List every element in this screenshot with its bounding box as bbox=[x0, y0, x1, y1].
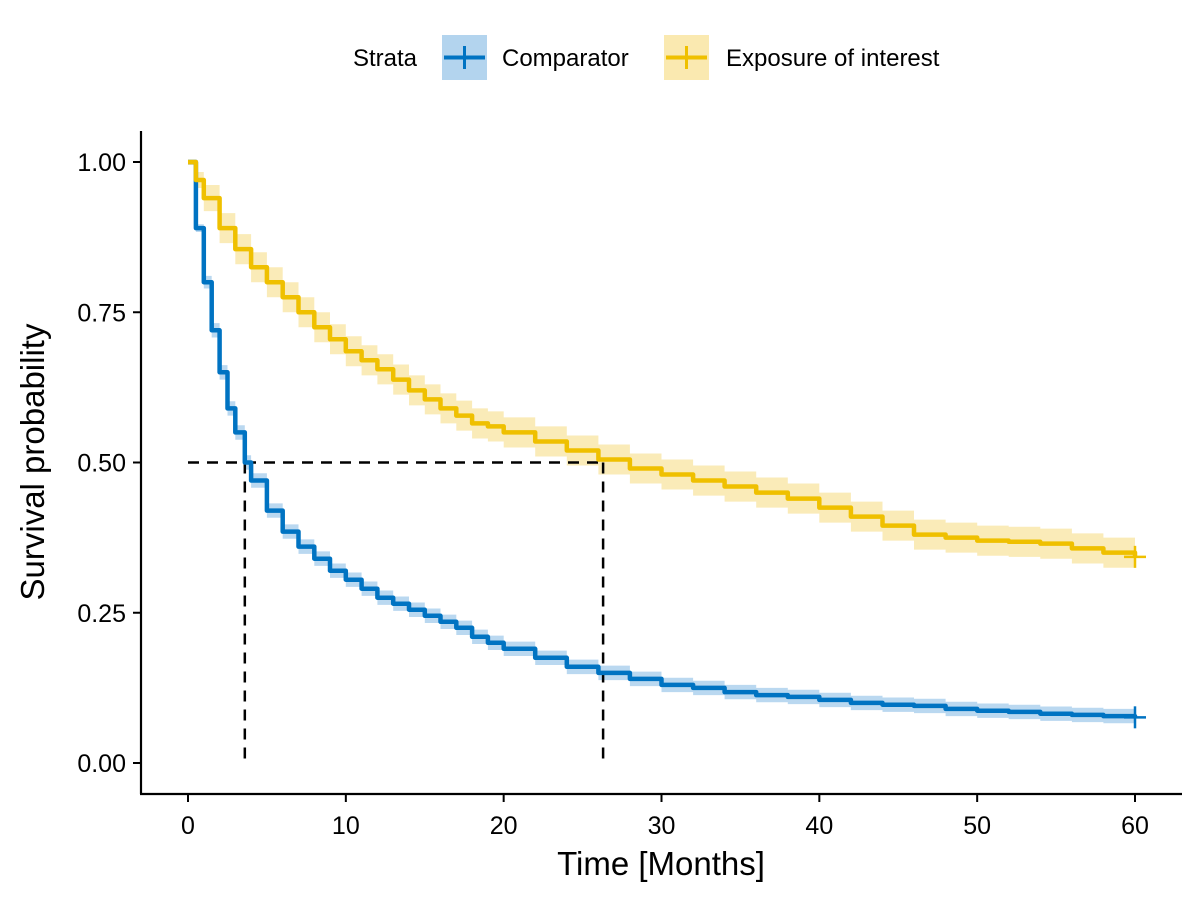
survival-line-comparator bbox=[188, 159, 1138, 719]
legend-label-comparator: Comparator bbox=[502, 45, 629, 72]
ci-band-comparator bbox=[188, 162, 1135, 725]
x-axis-title: Time [Months] bbox=[557, 845, 765, 882]
legend-title: Strata bbox=[353, 45, 418, 72]
plot-area bbox=[188, 159, 1146, 763]
x-tick-label: 40 bbox=[805, 812, 833, 840]
x-tick-label: 50 bbox=[963, 812, 991, 840]
x-tick-label: 0 bbox=[181, 812, 195, 840]
x-axis-ticks: 0 10 20 30 40 50 60 bbox=[181, 794, 1149, 840]
censor-mark-comparator bbox=[1124, 706, 1146, 729]
y-tick-label: 1.00 bbox=[77, 149, 126, 177]
survival-line-exposure bbox=[188, 159, 1138, 557]
censor-mark-exposure bbox=[1124, 545, 1146, 568]
x-tick-label: 10 bbox=[332, 812, 360, 840]
y-tick-label: 0.25 bbox=[77, 600, 126, 628]
x-tick-label: 30 bbox=[648, 812, 676, 840]
legend-entry-exposure: Exposure of interest bbox=[664, 35, 940, 80]
legend: Strata Comparator Exposure of interest bbox=[353, 35, 940, 80]
median-reference-lines bbox=[188, 461, 605, 763]
x-tick-label: 60 bbox=[1121, 812, 1149, 840]
legend-entry-comparator: Comparator bbox=[442, 35, 629, 80]
x-tick-label: 20 bbox=[490, 812, 518, 840]
y-axis-title: Survival probability bbox=[14, 323, 51, 600]
legend-label-exposure: Exposure of interest bbox=[726, 45, 940, 72]
y-tick-label: 0.75 bbox=[77, 299, 126, 327]
ci-band-exposure bbox=[188, 162, 1135, 572]
y-tick-label: 0.00 bbox=[77, 750, 126, 778]
y-axis-ticks: 0.00 0.25 0.50 0.75 1.00 bbox=[77, 149, 141, 778]
y-tick-label: 0.50 bbox=[77, 450, 126, 478]
